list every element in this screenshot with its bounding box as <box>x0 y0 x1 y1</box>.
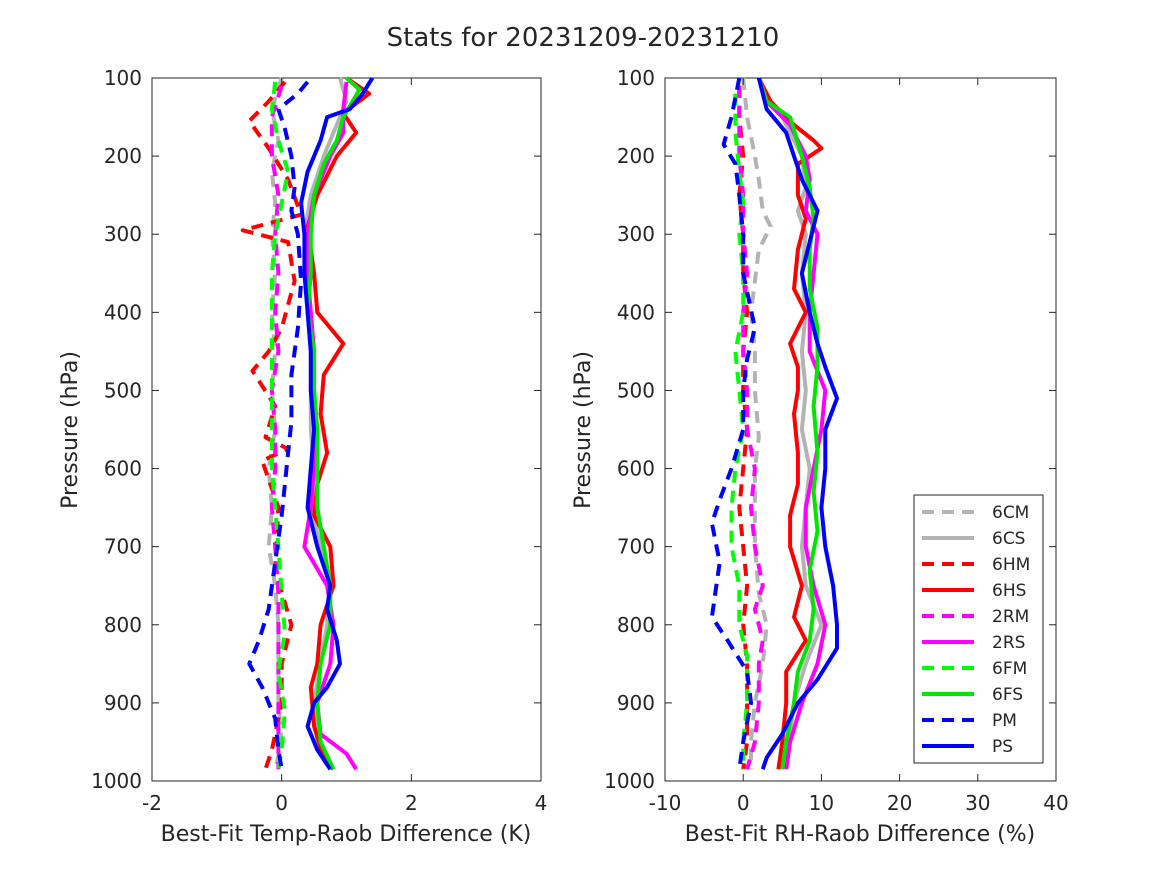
legend-label-6fs: 6FS <box>992 685 1023 705</box>
rh-y-tick-label: 700 <box>617 535 655 559</box>
rh-series-6fm <box>729 93 750 770</box>
temp-y-tick-label: 500 <box>104 378 142 402</box>
rh-y-tick-label: 400 <box>617 300 655 324</box>
rh-y-tick-label: 100 <box>617 66 655 90</box>
rh-y-tick-label: 800 <box>617 613 655 637</box>
rh-series-2rm <box>737 85 765 770</box>
temp-series-layer <box>240 76 375 771</box>
legend-label-6cm: 6CM <box>992 503 1029 523</box>
temp-y-tick-label: 900 <box>104 691 142 715</box>
rh-y-axis-label: Pressure (hPa) <box>571 351 596 509</box>
rh-y-tick-label: 300 <box>617 222 655 246</box>
rh-y-tick-label: 200 <box>617 144 655 168</box>
rh-x-tick-label: 0 <box>737 791 750 815</box>
rh-series-2rs <box>756 77 828 770</box>
temp-y-tick-label: 800 <box>104 613 142 637</box>
rh-x-tick-label: 20 <box>887 791 912 815</box>
temp-y-axis-label: Pressure (hPa) <box>58 351 83 509</box>
temp-x-tick-label: 4 <box>535 791 548 815</box>
rh-x-tick-label: -10 <box>649 791 682 815</box>
rh-panel: -10 0 10 20 30 40 100 200 300 400 500 600 700 800 900 1… <box>571 66 1069 847</box>
legend-label-6cs: 6CS <box>992 529 1025 549</box>
legend-label-ps: PS <box>992 737 1013 757</box>
temp-series-6cm <box>266 77 284 770</box>
legend-label-2rs: 2RS <box>992 633 1025 653</box>
rh-y-tick-label: 500 <box>617 378 655 402</box>
temp-y-tick-label: 200 <box>104 144 142 168</box>
temp-panel: -2 0 2 4 100 200 300 400 500 600 700 800 900 1000 Bes… <box>58 66 547 847</box>
legend-entries: 6CM 6CS 6HM 6HS 2RM 2RS 6FM 6FS PM PS <box>922 503 1030 757</box>
temp-x-tick-label: -2 <box>142 791 162 815</box>
legend-label-6hs: 6HS <box>992 581 1026 601</box>
temp-plot-area <box>151 77 542 782</box>
temp-series-6hm <box>240 80 304 770</box>
temp-series-ps <box>299 76 375 771</box>
rh-axis-layer: -10 0 10 20 30 40 100 200 300 400 500 600 700 800 900 1… <box>604 66 1069 815</box>
temp-y-tick-label: 600 <box>104 457 142 481</box>
rh-x-tick-label: 10 <box>809 791 834 815</box>
temp-series-6fs <box>305 76 362 771</box>
rh-y-tick-label: 600 <box>617 457 655 481</box>
legend-label-pm: PM <box>992 711 1017 731</box>
temp-x-tick-label: 2 <box>405 791 418 815</box>
rh-x-tick-label: 30 <box>965 791 990 815</box>
rh-y-tick-label: 1000 <box>604 769 655 793</box>
rh-series-layer <box>709 77 839 770</box>
temp-series-2rm <box>269 85 284 770</box>
temp-y-tick-label: 400 <box>104 300 142 324</box>
rh-series-6fs <box>756 77 820 770</box>
rh-x-axis-label: Best-Fit RH-Raob Difference (%) <box>685 822 1035 847</box>
temp-series-6fm <box>269 81 291 770</box>
legend-label-6fm: 6FM <box>992 659 1027 679</box>
figure-title: Stats for 20231209-20231210 <box>387 23 780 53</box>
temp-y-tick-label: 1000 <box>91 769 142 793</box>
temp-series-6hs <box>305 76 372 771</box>
legend-label-6hm: 6HM <box>992 555 1030 575</box>
rh-series-6cm <box>741 77 773 770</box>
rh-series-6hs <box>757 77 824 770</box>
temp-y-tick-label: 100 <box>104 66 142 90</box>
rh-series-ps <box>756 77 839 770</box>
legend: 6CM 6CS 6HM 6HS 2RM 2RS 6FM 6FS PM PS <box>913 494 1044 764</box>
temp-y-tick-label: 300 <box>104 222 142 246</box>
temp-x-tick-label: 0 <box>275 791 288 815</box>
temp-x-axis-label: Best-Fit Temp-Raob Difference (K) <box>161 822 532 847</box>
rh-y-tick-label: 900 <box>617 691 655 715</box>
temp-axis-layer: -2 0 2 4 100 200 300 400 500 600 700 800 900 1000 <box>91 66 547 815</box>
rh-series-pm <box>709 77 757 770</box>
temp-y-tick-label: 700 <box>104 535 142 559</box>
rh-x-tick-label: 40 <box>1043 791 1068 815</box>
legend-label-2rm: 2RM <box>992 607 1029 627</box>
